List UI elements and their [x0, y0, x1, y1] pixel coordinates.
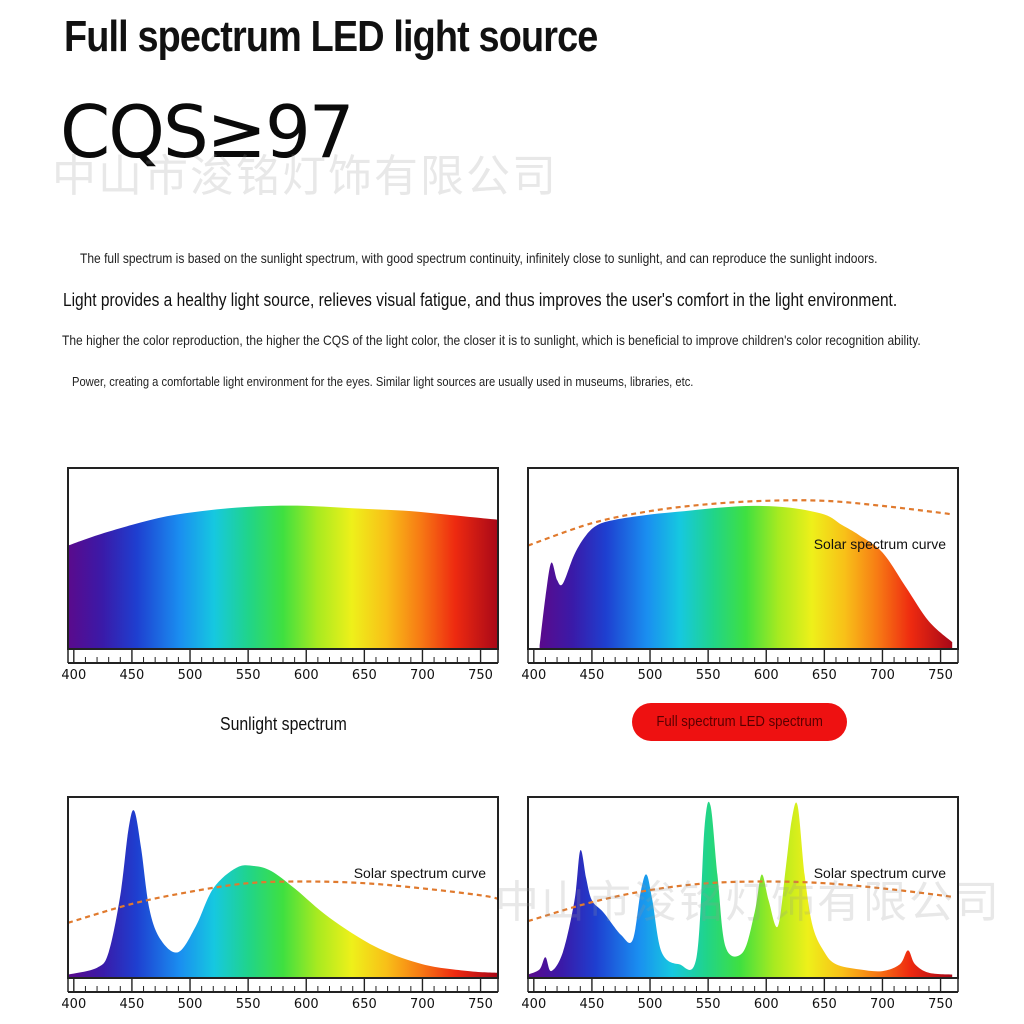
x-tick-label: 600	[294, 668, 319, 683]
x-tick-label: 550	[696, 997, 721, 1012]
cqs-rating: CQS≥97	[60, 90, 355, 174]
x-tick-label: 400	[61, 997, 86, 1012]
x-tick-label: 750	[468, 668, 493, 683]
x-tick-label: 750	[468, 997, 493, 1012]
x-tick-label: 600	[754, 997, 779, 1012]
x-tick-label: 600	[294, 997, 319, 1012]
x-tick-label: 500	[178, 997, 203, 1012]
led-spectrum-badge: Full spectrum LED spectrum	[632, 703, 847, 741]
x-tick-label: 700	[870, 668, 895, 683]
x-tick-label: 500	[638, 668, 663, 683]
x-tick-label: 700	[870, 997, 895, 1012]
plot-frame-border	[527, 467, 959, 650]
x-tick-label: 650	[352, 668, 377, 683]
description-line-2: Light provides a healthy light source, r…	[63, 290, 898, 310]
x-tick-label: 600	[754, 668, 779, 683]
description-line-3: The higher the color reproduction, the h…	[62, 332, 921, 348]
x-tick-label: 550	[236, 668, 261, 683]
x-tick-label: 400	[61, 668, 86, 683]
x-tick-label: 750	[928, 997, 953, 1012]
x-tick-label: 550	[696, 668, 721, 683]
page-title: Full spectrum LED light source	[64, 12, 598, 61]
spectrum-area-series-0	[528, 801, 953, 978]
plot-frame-border	[67, 467, 499, 650]
led-spectrum-badge-label: Full spectrum LED spectrum	[656, 713, 823, 730]
x-tick-label: 700	[410, 997, 435, 1012]
sunlight-spectrum-chart: 400 450 500 550 600 650 700 750	[61, 467, 499, 683]
x-tick-label: 450	[580, 668, 605, 683]
x-tick-label: 500	[178, 668, 203, 683]
x-tick-label: 650	[812, 668, 837, 683]
x-tick-label: 700	[410, 668, 435, 683]
solar-curve-label: Solar spectrum curve	[814, 865, 946, 881]
sunlight-spectrum-caption: Sunlight spectrum	[220, 714, 347, 734]
spectrum-area-series-0	[68, 505, 498, 649]
x-tick-label: 450	[580, 997, 605, 1012]
solar-curve-label: Solar spectrum curve	[814, 536, 946, 552]
spectrum-area-series-0	[68, 810, 498, 978]
x-tick-label: 650	[352, 997, 377, 1012]
x-tick-label: 400	[521, 668, 546, 683]
x-tick-label: 650	[812, 997, 837, 1012]
plot-frame-border	[67, 796, 499, 979]
spectrum-area-series-0	[539, 505, 953, 649]
solar-curve-label: Solar spectrum curve	[354, 865, 486, 881]
x-tick-label: 500	[638, 997, 663, 1012]
description-line-4: Power, creating a comfortable light envi…	[72, 374, 694, 389]
led-spectrum-chart: Solar spectrum curve 400 450 500 550 600 650 70…	[521, 467, 959, 683]
x-tick-label: 750	[928, 668, 953, 683]
description-line-1: The full spectrum is based on the sunlig…	[80, 250, 878, 266]
solar-spectrum-curve	[528, 499, 953, 547]
plot-frame-border	[527, 796, 959, 979]
x-tick-label: 450	[120, 668, 145, 683]
x-tick-label: 550	[236, 997, 261, 1012]
blue-led-spectrum-chart: Solar spectrum curve 400 450 500 550 600 650 70…	[61, 796, 499, 1012]
x-tick-label: 400	[521, 997, 546, 1012]
tri-band-spectrum-chart: Solar spectrum curve 400 450 500 550 600 650 70…	[521, 796, 959, 1012]
x-tick-label: 450	[120, 997, 145, 1012]
